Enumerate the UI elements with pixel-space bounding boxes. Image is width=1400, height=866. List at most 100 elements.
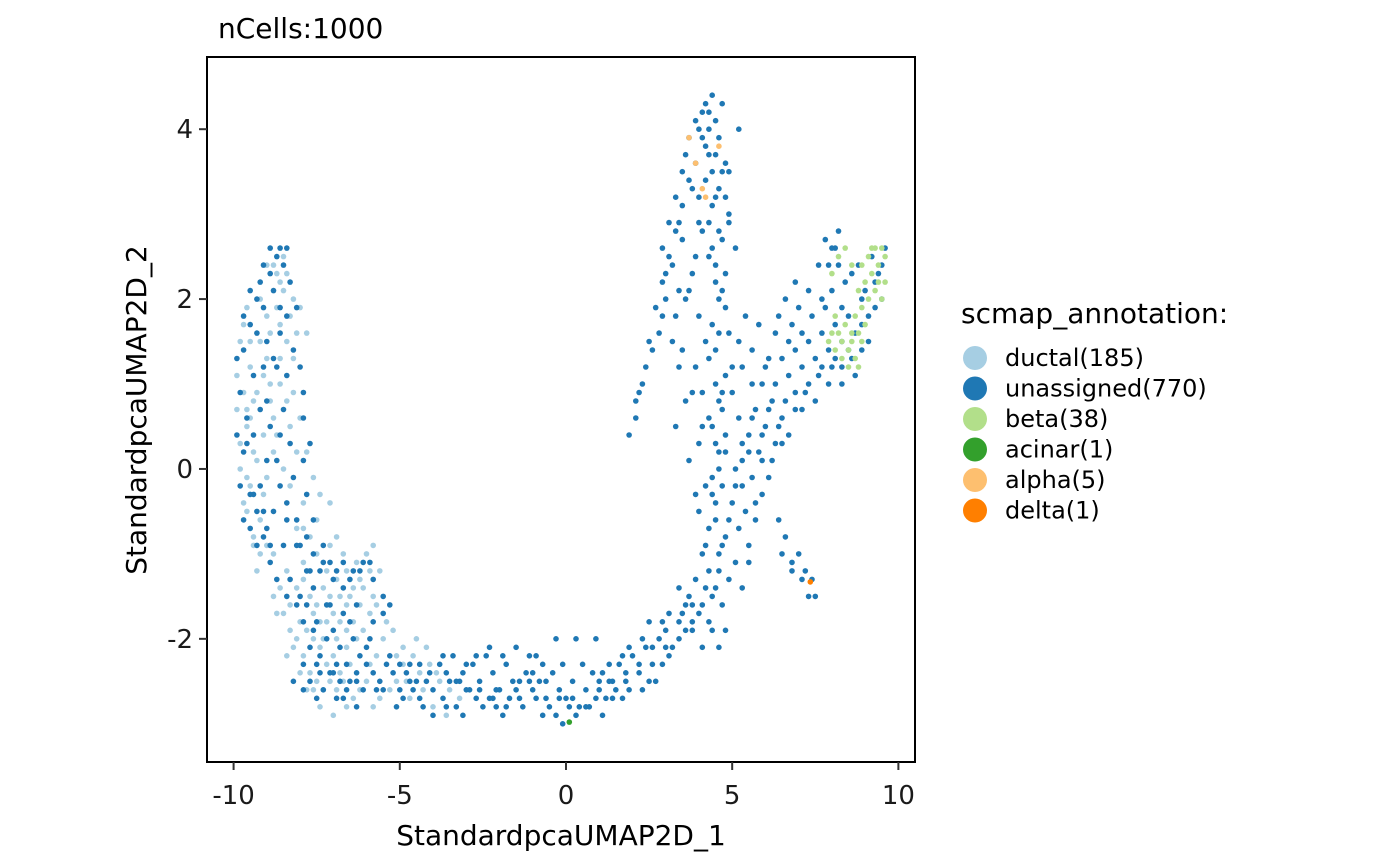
- data-point: [293, 330, 300, 336]
- data-point: [407, 661, 413, 668]
- data-point: [636, 670, 642, 676]
- data-point: [297, 670, 303, 676]
- data-point: [845, 313, 852, 319]
- data-point: [719, 287, 725, 294]
- data-point: [293, 602, 300, 608]
- data-point: [380, 636, 387, 642]
- data-point: [822, 236, 829, 243]
- data-point: [729, 389, 735, 396]
- data-point: [413, 636, 420, 642]
- data-point: [603, 695, 609, 702]
- data-point: [310, 627, 317, 634]
- data-point: [357, 576, 363, 583]
- data-point: [779, 551, 785, 557]
- data-point: [756, 321, 762, 328]
- data-point: [456, 695, 463, 702]
- data-point: [739, 440, 745, 447]
- data-point: [669, 644, 676, 651]
- data-point: [367, 636, 373, 642]
- data-point: [706, 253, 712, 260]
- data-point: [726, 576, 732, 583]
- data-point: [869, 270, 875, 277]
- data-point: [323, 636, 330, 642]
- legend-swatch: [963, 407, 987, 431]
- data-point: [583, 704, 589, 710]
- data-point: [443, 712, 450, 719]
- data-point: [284, 372, 290, 379]
- data-point: [539, 661, 546, 668]
- data-point: [313, 602, 320, 608]
- data-point: [300, 661, 307, 668]
- data-point: [390, 627, 396, 634]
- data-point: [865, 253, 872, 260]
- data-point: [702, 100, 709, 107]
- data-point: [280, 253, 287, 260]
- data-point: [782, 296, 789, 302]
- y-tick-label: -2: [167, 625, 193, 655]
- data-point: [835, 253, 842, 260]
- data-point: [716, 449, 722, 455]
- data-point: [736, 415, 742, 421]
- data-point: [244, 406, 250, 413]
- data-point: [689, 602, 696, 608]
- data-point: [589, 670, 596, 676]
- data-point: [539, 712, 546, 719]
- data-point: [756, 449, 762, 455]
- data-point: [722, 534, 729, 540]
- data-point: [383, 661, 390, 668]
- chart-title: nCells:1000: [218, 12, 383, 45]
- data-point: [307, 568, 313, 574]
- x-axis-title: StandardpcaUMAP2D_1: [396, 819, 726, 852]
- data-point: [244, 304, 250, 311]
- data-point: [652, 304, 659, 311]
- data-point: [340, 695, 347, 702]
- data-point: [662, 296, 669, 302]
- data-point: [463, 661, 470, 668]
- data-point: [689, 185, 696, 192]
- data-point: [383, 619, 390, 625]
- data-point: [234, 372, 240, 379]
- data-point: [307, 670, 313, 676]
- data-point: [672, 194, 679, 200]
- data-point: [323, 661, 330, 668]
- series-1: [234, 92, 888, 727]
- data-point: [370, 576, 377, 583]
- data-point: [280, 262, 287, 268]
- y-tick-label: 0: [176, 455, 193, 485]
- data-point: [606, 678, 612, 685]
- data-point: [274, 576, 280, 583]
- data-point: [267, 245, 274, 251]
- x-tick-label: -10: [212, 781, 254, 811]
- data-point: [533, 695, 539, 702]
- series-2: [825, 245, 888, 370]
- data-point: [340, 559, 347, 566]
- data-point: [247, 525, 253, 532]
- data-point: [669, 262, 676, 268]
- data-point: [732, 466, 739, 472]
- data-point: [709, 627, 715, 634]
- data-point: [746, 449, 752, 455]
- data-point: [443, 670, 450, 676]
- data-point: [274, 364, 280, 370]
- data-point: [699, 644, 706, 651]
- data-point: [802, 389, 809, 396]
- data-point: [240, 321, 247, 328]
- data-point: [310, 517, 317, 523]
- data-point: [397, 661, 403, 668]
- data-point: [829, 270, 835, 277]
- data-point: [626, 644, 632, 651]
- data-point: [254, 457, 260, 464]
- data-point: [254, 542, 260, 549]
- data-point: [862, 279, 868, 285]
- data-point: [579, 661, 586, 668]
- data-point: [370, 593, 377, 600]
- data-point: [679, 236, 686, 243]
- y-tick-label: 2: [176, 285, 193, 315]
- data-point: [260, 432, 267, 438]
- data-point: [875, 262, 882, 268]
- data-point: [343, 661, 350, 668]
- data-point: [250, 372, 257, 379]
- data-point: [426, 661, 433, 668]
- data-point: [689, 627, 696, 634]
- data-point: [799, 576, 805, 583]
